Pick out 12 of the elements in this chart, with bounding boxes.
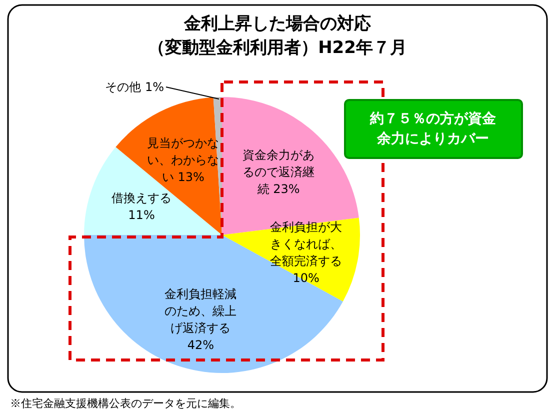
slice-label: 金利負担軽減のため、繰上げ返済する [164, 286, 237, 335]
pie-slice [222, 97, 359, 235]
slice-label: 資金余力があるので返済継続 23% [242, 148, 315, 196]
pie-slice [84, 235, 343, 373]
chart-title: 金利上昇した場合の対応 [183, 14, 371, 34]
text: ※住宅金融支援機構公表のデータを元に編集。 [10, 397, 241, 410]
chart-subtitle: （変動型金利利用者）H22年７月 [148, 38, 407, 58]
data-label: 42% [187, 338, 214, 352]
slice-label: 借換えする [112, 191, 172, 206]
slice-label: その他 1% [105, 80, 164, 94]
data-label: 11% [128, 208, 155, 222]
text: 約７５％の方が資金余力によりカバー [369, 110, 497, 147]
